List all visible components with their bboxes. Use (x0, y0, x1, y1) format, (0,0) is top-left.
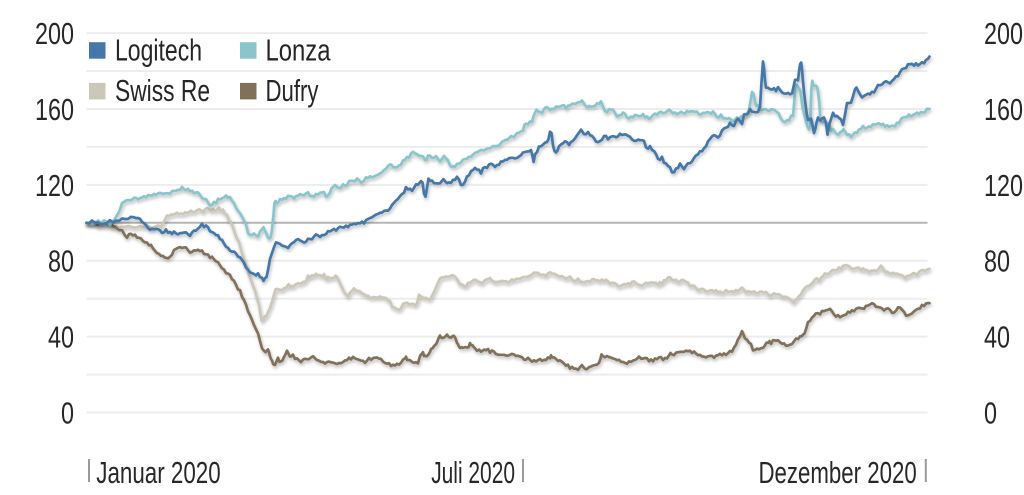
svg-text:Logitech: Logitech (115, 33, 202, 68)
svg-text:200: 200 (984, 16, 1023, 51)
svg-text:120: 120 (984, 168, 1023, 203)
svg-text:Dezember 2020: Dezember 2020 (759, 455, 917, 490)
svg-text:160: 160 (35, 92, 74, 127)
svg-text:Januar 2020: Januar 2020 (96, 455, 220, 490)
svg-text:200: 200 (35, 16, 74, 51)
svg-text:0: 0 (984, 396, 997, 431)
svg-text:80: 80 (48, 244, 74, 279)
svg-text:Dufry: Dufry (266, 73, 319, 108)
svg-text:0: 0 (61, 396, 74, 431)
svg-text:Lonza: Lonza (266, 33, 332, 68)
svg-text:80: 80 (984, 244, 1010, 279)
svg-text:160: 160 (984, 92, 1023, 127)
svg-text:120: 120 (35, 168, 74, 203)
svg-text:40: 40 (984, 320, 1010, 355)
svg-text:Swiss Re: Swiss Re (115, 73, 210, 108)
svg-text:Juli 2020: Juli 2020 (431, 455, 515, 490)
svg-text:40: 40 (48, 320, 74, 355)
